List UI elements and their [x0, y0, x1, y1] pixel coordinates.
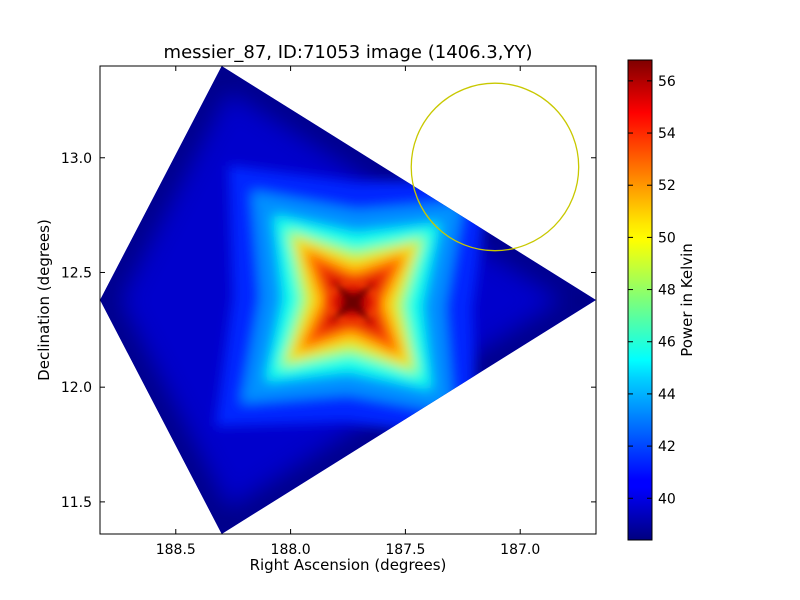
- colorbar-tick-label: 54: [658, 126, 676, 142]
- y-tick-label: 12.5: [61, 265, 92, 281]
- x-tick-label: 188.0: [271, 542, 311, 558]
- colorbar-tick-label: 56: [658, 74, 676, 90]
- colorbar-ticks: 40 42 44 46 48 50 52 54 56: [628, 74, 676, 507]
- x-tick-label: 188.5: [156, 542, 196, 558]
- y-tick-label: 13.0: [61, 151, 92, 167]
- x-tick-label: 187.0: [500, 542, 540, 558]
- chart-title: messier_87, ID:71053 image (1406.3,YY): [164, 42, 533, 63]
- y-tick-label: 12.0: [61, 380, 92, 396]
- heatmap-image: [100, 66, 596, 534]
- y-axis-ticks: 11.5 12.0 12.5 13.0: [61, 151, 596, 511]
- peak-cross: [330, 280, 375, 325]
- colorbar-tick-label: 50: [658, 230, 676, 246]
- colorbar-tick-label: 44: [658, 387, 676, 403]
- annotation-circle: [410, 82, 580, 252]
- y-tick-label: 11.5: [61, 495, 92, 511]
- axes-frame: [99, 65, 597, 535]
- colorbar-tick-label: 40: [658, 491, 676, 507]
- colorbar-label: Power in Kelvin: [678, 243, 696, 357]
- colorbar-tick-label: 52: [658, 178, 676, 194]
- colorbar-tick-label: 42: [658, 439, 676, 455]
- x-axis-ticks: 188.5 188.0 187.5 187.0: [156, 66, 540, 558]
- x-tick-label: 187.5: [385, 542, 425, 558]
- x-axis-label: Right Ascension (degrees): [250, 556, 447, 574]
- colorbar-tick-label: 48: [658, 283, 676, 299]
- y-axis-label: Declination (degrees): [35, 219, 53, 381]
- colorbar: [627, 59, 653, 541]
- colorbar-tick-label: 46: [658, 335, 676, 351]
